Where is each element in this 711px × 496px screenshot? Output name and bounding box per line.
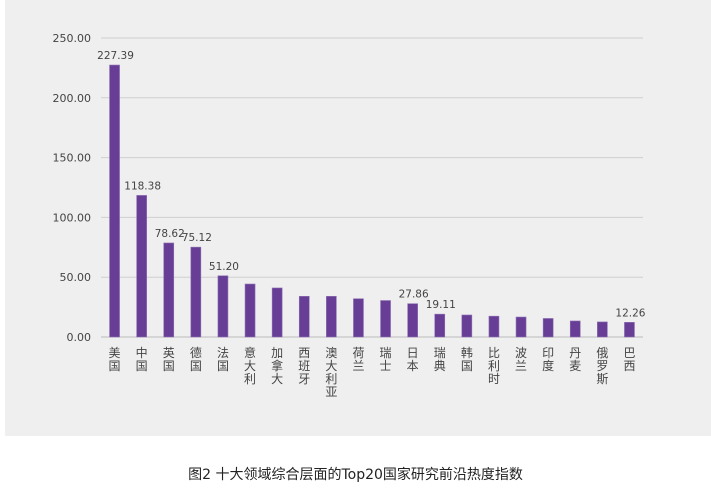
- x-tick-label: 大: [271, 372, 283, 386]
- x-tick-label: 澳: [325, 346, 337, 360]
- x-tick-label: 国: [190, 359, 202, 373]
- bar: [461, 314, 473, 338]
- data-label: 75.12: [182, 232, 212, 244]
- x-tick-label: 俄: [596, 346, 608, 360]
- x-tick-label: 波: [515, 346, 527, 360]
- x-tick-label: 英: [163, 346, 175, 360]
- x-tick-label: 利: [488, 359, 500, 373]
- x-tick-label: 本: [407, 359, 419, 373]
- x-tick-label: 荷: [352, 346, 364, 360]
- figure-caption: 图2 十大领域综合层面的Top20国家研究前沿热度指数: [188, 467, 523, 483]
- x-tick-label: 加: [271, 346, 283, 360]
- bar: [217, 275, 229, 338]
- x-tick-label: 国: [461, 359, 473, 373]
- x-tick-label: 西: [298, 346, 310, 360]
- data-label: 227.39: [97, 50, 134, 62]
- y-tick-label: 250.00: [53, 32, 92, 45]
- x-tick-label: 大: [244, 359, 256, 373]
- x-tick-label: 比: [488, 346, 500, 360]
- x-tick-label: 瑞: [380, 346, 392, 360]
- data-label: 27.86: [399, 289, 429, 301]
- bar: [271, 287, 283, 338]
- bar: [163, 242, 175, 338]
- x-tick-label: 士: [380, 359, 392, 373]
- bar: [542, 318, 554, 338]
- x-tick-label: 时: [488, 372, 500, 386]
- x-tick-label: 班: [298, 359, 310, 373]
- bar: [109, 64, 120, 338]
- chart-panel: [5, 0, 711, 436]
- x-tick-label: 日: [407, 346, 419, 360]
- bar: [488, 315, 500, 338]
- bar: [136, 195, 147, 338]
- x-tick-label: 兰: [515, 359, 527, 373]
- x-tick-label: 意: [244, 345, 256, 360]
- data-label: 118.38: [124, 180, 161, 192]
- x-tick-label: 利: [244, 372, 256, 386]
- bar-chart: 0.00 50.00 100.00 150.00 200.00 250.00 227.39 美…: [53, 32, 646, 399]
- x-tick-label: 中: [136, 345, 148, 360]
- bar: [624, 322, 635, 338]
- x-tick-label: 西: [623, 359, 635, 373]
- data-label: 19.11: [426, 299, 456, 311]
- x-tick-label: 兰: [352, 359, 364, 373]
- x-tick-label: 国: [136, 359, 148, 373]
- x-tick-label: 瑞: [434, 346, 446, 360]
- data-label: 51.20: [209, 261, 239, 273]
- x-tick-label: 拿: [271, 358, 283, 373]
- x-tick-label: 国: [217, 359, 229, 373]
- bar: [244, 283, 256, 338]
- y-tick-label: 50.00: [60, 271, 92, 284]
- bar: [353, 298, 364, 338]
- y-tick-label: 200.00: [53, 92, 92, 105]
- x-tick-label: 巴: [623, 346, 635, 360]
- x-tick-label: 牙: [298, 372, 310, 386]
- x-tick-label: 韩: [461, 345, 473, 360]
- y-tick-label: 100.00: [53, 211, 92, 224]
- x-tick-label: 丹: [569, 346, 581, 360]
- x-tick-label: 斯: [596, 372, 608, 386]
- bar: [569, 320, 581, 338]
- x-tick-label: 国: [163, 359, 175, 373]
- bar: [407, 303, 418, 338]
- data-label: 12.26: [615, 307, 645, 319]
- bar: [597, 321, 608, 338]
- x-tick-label: 大: [325, 359, 337, 373]
- x-tick-label: 利: [325, 372, 337, 386]
- bar: [380, 300, 391, 338]
- x-tick-label: 罗: [596, 359, 608, 373]
- y-tick-label: 150.00: [53, 152, 92, 165]
- x-tick-label: 法: [217, 346, 229, 360]
- x-tick-label: 亚: [325, 385, 337, 399]
- x-tick-label: 典: [434, 359, 446, 373]
- x-tick-label: 国: [109, 359, 121, 373]
- bar: [298, 296, 310, 338]
- y-tick-label: 0.00: [67, 331, 92, 344]
- bar: [326, 296, 337, 338]
- bar: [190, 246, 202, 338]
- x-tick-label: 度: [542, 358, 554, 373]
- data-label: 78.62: [155, 228, 185, 240]
- bar: [515, 316, 527, 338]
- x-tick-label: 麦: [569, 359, 581, 373]
- bar: [434, 313, 446, 338]
- x-tick-label: 美: [109, 346, 121, 360]
- x-tick-label: 印: [542, 346, 554, 360]
- x-tick-label: 德: [190, 345, 202, 360]
